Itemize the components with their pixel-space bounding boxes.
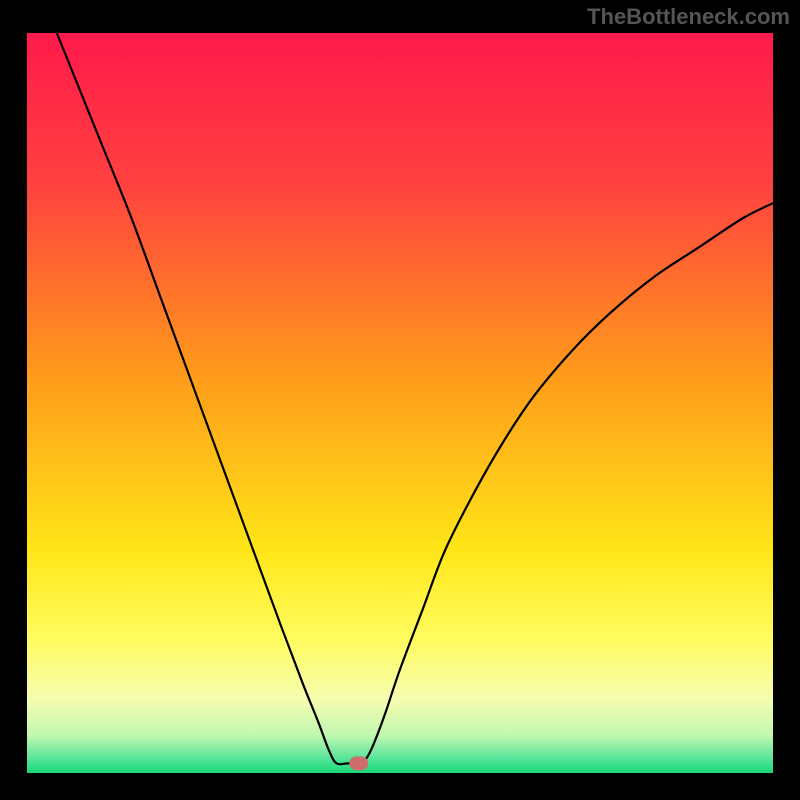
plot-area [27,33,773,773]
optimal-point-marker [349,757,368,770]
bottleneck-curve [27,33,773,773]
watermark-text: TheBottleneck.com [587,4,790,30]
